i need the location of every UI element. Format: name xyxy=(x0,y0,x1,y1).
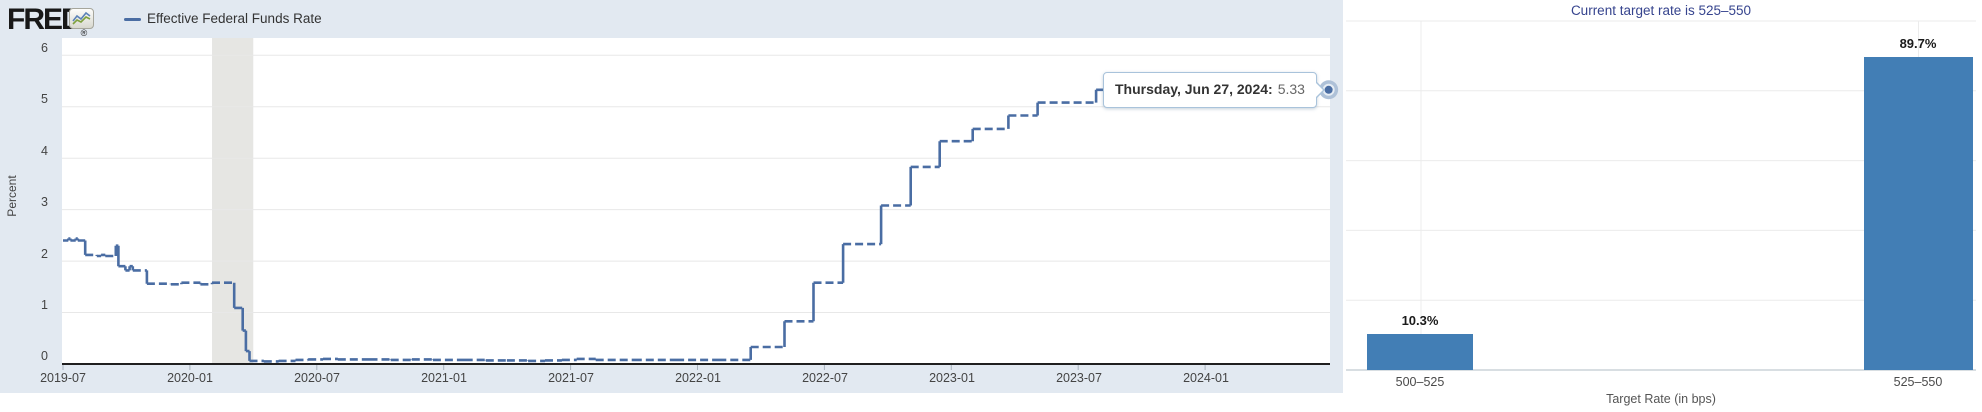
x-tick-label: 2022-01 xyxy=(675,371,721,385)
effr-plot-area[interactable] xyxy=(0,0,1343,393)
x-tick-label: 2022-07 xyxy=(802,371,848,385)
bar-value-label: 89.7% xyxy=(1899,35,1937,51)
x-tick-label: 2021-07 xyxy=(548,371,594,385)
y-tick-label: 3 xyxy=(41,195,48,209)
effr-line[interactable] xyxy=(63,88,1329,363)
x-tick-label: 2020-07 xyxy=(294,371,340,385)
x-tick-label: 2021-01 xyxy=(421,371,467,385)
y-tick-label: 4 xyxy=(41,144,48,158)
tooltip-value: 5.33 xyxy=(1277,81,1305,97)
fred-chart-icon xyxy=(69,8,94,29)
x-axis-title: Target Rate (in bps) xyxy=(1606,392,1716,406)
bar-value-label: 10.3% xyxy=(1401,313,1439,329)
x-tick-label: 2019-07 xyxy=(40,371,86,385)
tooltip: Thursday, Jun 27, 2024: 5.33 xyxy=(1103,72,1325,108)
fred-line-chart-panel[interactable]: FRED® Effective Federal Funds Rate Perce… xyxy=(0,0,1343,393)
y-tick-label: 1 xyxy=(41,298,48,312)
target-rate-bar-chart-panel[interactable]: Current target rate is 525–550 10.3% 89.… xyxy=(1343,0,1982,412)
y-tick-label: 6 xyxy=(41,41,48,55)
x-tick-label: 2023-07 xyxy=(1056,371,1102,385)
y-tick-label: 2 xyxy=(41,247,48,261)
bar-500-525[interactable] xyxy=(1367,334,1473,370)
x-axis-ticks xyxy=(62,365,1206,370)
y-tick-label: 5 xyxy=(41,92,48,106)
bar-chart-title: Current target rate is 525–550 xyxy=(1570,3,1752,18)
recession-band xyxy=(212,38,254,364)
legend-label[interactable]: Effective Federal Funds Rate xyxy=(147,11,322,26)
bar-category-label: 525–550 xyxy=(1893,375,1943,389)
x-tick-label: 2020-01 xyxy=(167,371,213,385)
registered-trademark: ® xyxy=(80,28,88,38)
legend-line-swatch[interactable] xyxy=(124,18,141,21)
y-tick-label: 0 xyxy=(41,349,48,363)
tooltip-date: Thursday, Jun 27, 2024: xyxy=(1115,81,1273,97)
bar-525-550[interactable] xyxy=(1864,56,1973,370)
x-tick-label: 2023-01 xyxy=(929,371,975,385)
gridlines xyxy=(62,54,1330,314)
x-tick-label: 2024-01 xyxy=(1183,371,1229,385)
bar-category-label: 500–525 xyxy=(1395,375,1445,389)
